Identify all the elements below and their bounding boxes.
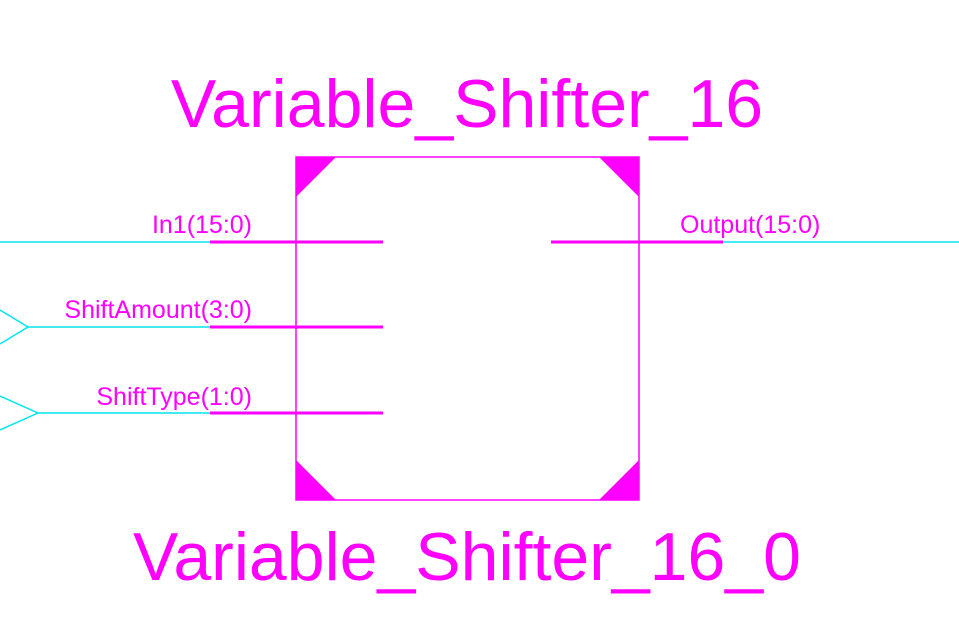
pin-label-shiftamount: ShiftAmount(3:0) [64, 296, 252, 324]
pin-stubs [210, 240, 723, 415]
instance-name-label: Variable_Shifter_16_0 [133, 519, 801, 595]
wire-shiftamount-connector[interactable] [0, 309, 30, 345]
corner-marker-top-right [599, 157, 639, 197]
pin-label-output: Output(15:0) [680, 211, 820, 239]
pin-label-in1: In1(15:0) [152, 211, 252, 239]
wires [0, 241, 959, 431]
corner-marker-bottom-right [599, 460, 639, 500]
corner-marker-bottom-left [296, 460, 336, 500]
component-name-label: Variable_Shifter_16 [171, 66, 763, 142]
wire-shifttype-connector[interactable] [0, 395, 40, 431]
corner-marker-top-left [296, 157, 336, 197]
pin-label-shifttype: ShiftType(1:0) [96, 383, 252, 411]
